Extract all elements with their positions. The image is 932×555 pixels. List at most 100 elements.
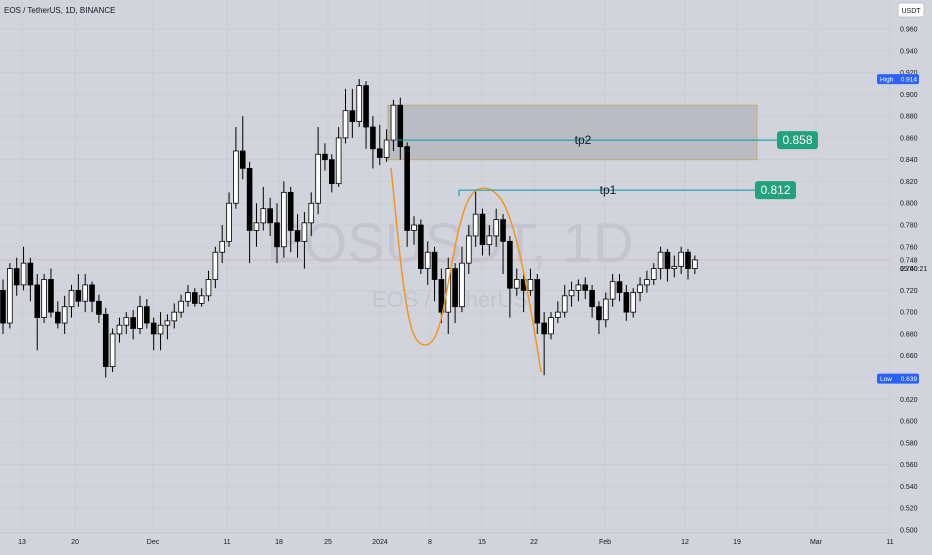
candle[interactable]: [287, 186, 294, 253]
candle[interactable]: [459, 246, 465, 313]
candle[interactable]: [308, 192, 315, 236]
candle[interactable]: [692, 255, 698, 275]
candle[interactable]: [171, 303, 178, 329]
candle[interactable]: [445, 257, 452, 334]
candle[interactable]: [465, 225, 472, 275]
candle[interactable]: [603, 292, 609, 328]
candle[interactable]: [123, 312, 130, 334]
candle[interactable]: [226, 192, 232, 247]
candle[interactable]: [239, 116, 246, 180]
price-axis[interactable]: USDT 0.960 0.940 0.920 0.900 0.880 0.860 0.840…: [877, 0, 932, 550]
candle[interactable]: [246, 161, 253, 264]
candle[interactable]: [548, 312, 554, 340]
candle[interactable]: [48, 268, 54, 318]
target-zone[interactable]: [387, 104, 758, 161]
candle[interactable]: [328, 154, 335, 193]
candle[interactable]: [41, 274, 47, 324]
candle[interactable]: [198, 288, 205, 307]
candle[interactable]: [130, 309, 136, 340]
candle[interactable]: [664, 248, 671, 282]
candle[interactable]: [596, 301, 602, 334]
candle[interactable]: [301, 211, 308, 269]
candle[interactable]: [486, 225, 493, 256]
candle[interactable]: [116, 317, 123, 343]
candle[interactable]: [609, 274, 616, 307]
candle[interactable]: [650, 263, 657, 285]
candle[interactable]: [356, 79, 362, 128]
candle[interactable]: [212, 246, 219, 289]
candle[interactable]: [397, 97, 404, 160]
candle[interactable]: [555, 301, 561, 324]
candle[interactable]: [233, 127, 239, 209]
curved-path-drawing[interactable]: [390, 167, 542, 373]
candle[interactable]: [281, 181, 287, 258]
candle[interactable]: [315, 127, 321, 215]
candle[interactable]: [376, 124, 383, 166]
candle[interactable]: [589, 284, 595, 318]
candle[interactable]: [157, 312, 164, 351]
candle[interactable]: [431, 246, 438, 302]
candle[interactable]: [479, 208, 486, 256]
candle[interactable]: [185, 284, 191, 307]
candle[interactable]: [253, 203, 260, 247]
candle[interactable]: [322, 143, 328, 171]
candle[interactable]: [191, 288, 198, 307]
candle[interactable]: [294, 214, 301, 258]
candle[interactable]: [75, 274, 82, 307]
candle[interactable]: [205, 270, 212, 302]
candle[interactable]: [260, 186, 267, 231]
candle[interactable]: [383, 129, 390, 162]
candle[interactable]: [472, 190, 479, 247]
symbol-header[interactable]: EOS / TetherUS, 1D, BINANCE: [4, 6, 115, 15]
candle[interactable]: [89, 281, 95, 313]
candle[interactable]: [370, 116, 376, 169]
candle[interactable]: [219, 225, 226, 264]
candle[interactable]: [144, 299, 150, 329]
candle[interactable]: [55, 301, 61, 329]
candle[interactable]: [0, 279, 6, 334]
tp1-badge[interactable]: [755, 181, 796, 200]
candle[interactable]: [418, 219, 424, 275]
candle[interactable]: [616, 274, 623, 302]
candle[interactable]: [671, 255, 678, 278]
candle[interactable]: [685, 248, 691, 280]
candle[interactable]: [137, 295, 143, 334]
candle[interactable]: [630, 288, 636, 318]
candle[interactable]: [267, 197, 273, 236]
candle[interactable]: [582, 277, 589, 300]
candle[interactable]: [7, 263, 13, 329]
candle[interactable]: [27, 257, 34, 302]
candle[interactable]: [164, 314, 171, 340]
candle[interactable]: [109, 328, 116, 373]
candle[interactable]: [637, 277, 643, 302]
candle[interactable]: [335, 127, 342, 187]
candle[interactable]: [34, 274, 41, 351]
candle[interactable]: [507, 235, 513, 318]
candle[interactable]: [363, 81, 369, 149]
candle[interactable]: [527, 268, 534, 296]
candle[interactable]: [678, 246, 684, 275]
candle[interactable]: [150, 317, 157, 351]
candle[interactable]: [623, 284, 630, 321]
currency-box[interactable]: [897, 2, 925, 18]
candle[interactable]: [96, 294, 102, 324]
time-axis[interactable]: 13 20 Dec 11 18 25 2024 8 15 22 Feb 12 19 Mar 11: [0, 532, 894, 546]
candle[interactable]: [342, 88, 349, 144]
candle[interactable]: [61, 295, 68, 334]
candle[interactable]: [404, 142, 410, 247]
candle[interactable]: [178, 294, 184, 318]
candle[interactable]: [493, 208, 499, 247]
candle[interactable]: [390, 99, 397, 151]
candle[interactable]: [20, 246, 27, 291]
candle[interactable]: [274, 203, 280, 264]
candle[interactable]: [411, 216, 417, 245]
candle[interactable]: [644, 270, 650, 293]
candle[interactable]: [513, 268, 520, 296]
candle[interactable]: [349, 88, 356, 138]
candle[interactable]: [102, 307, 109, 378]
candle[interactable]: [500, 214, 506, 275]
candle[interactable]: [541, 312, 547, 376]
candle[interactable]: [82, 274, 89, 313]
candle[interactable]: [424, 241, 431, 285]
